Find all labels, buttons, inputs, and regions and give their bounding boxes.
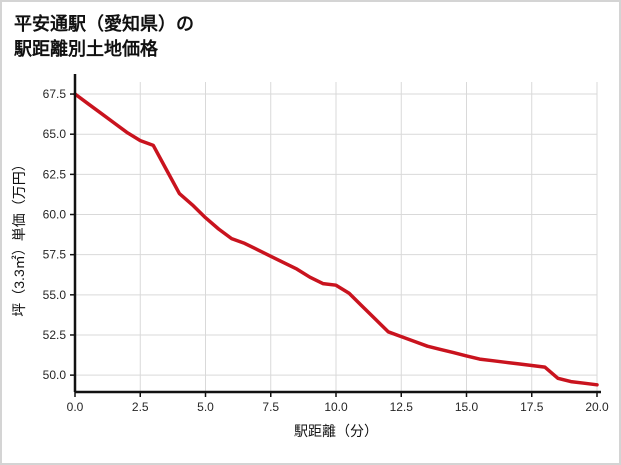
y-tick-label: 52.5 [43,328,67,342]
chart-title-line1: 平安通駅（愛知県）の [14,14,194,34]
chart-title-line2: 駅距離別土地価格 [14,39,158,60]
x-tick-label: 2.5 [132,400,149,414]
x-tick-label: 12.5 [390,400,414,414]
y-tick-label: 62.5 [43,168,67,182]
x-tick-label: 17.5 [520,400,544,414]
y-tick-label: 65.0 [43,128,67,142]
y-tick-label: 60.0 [43,208,67,222]
chart-title: 平安通駅（愛知県）の 駅距離別土地価格 [2,2,619,62]
x-tick-label: 7.5 [262,400,279,414]
y-tick-label: 50.0 [43,369,67,383]
x-tick-label: 10.0 [324,400,348,414]
x-tick-label: 5.0 [197,400,214,414]
x-tick-label: 20.0 [585,400,609,414]
y-tick-label: 57.5 [43,248,67,262]
y-tick-label: 67.5 [43,87,67,101]
y-axis-label: 坪（3.3㎡）単価（万円） [11,158,27,317]
x-axis-label: 駅距離（分） [294,423,378,439]
price-line-chart: 0.0 2.5 5.0 7.5 10.0 12.5 15.0 17.5 20.0 50.0 52.5… [11,74,609,439]
x-tick-label: 0.0 [67,400,84,414]
series-line [73,92,599,387]
y-tick-label: 55.0 [43,288,67,302]
x-tick-label: 15.0 [455,400,479,414]
